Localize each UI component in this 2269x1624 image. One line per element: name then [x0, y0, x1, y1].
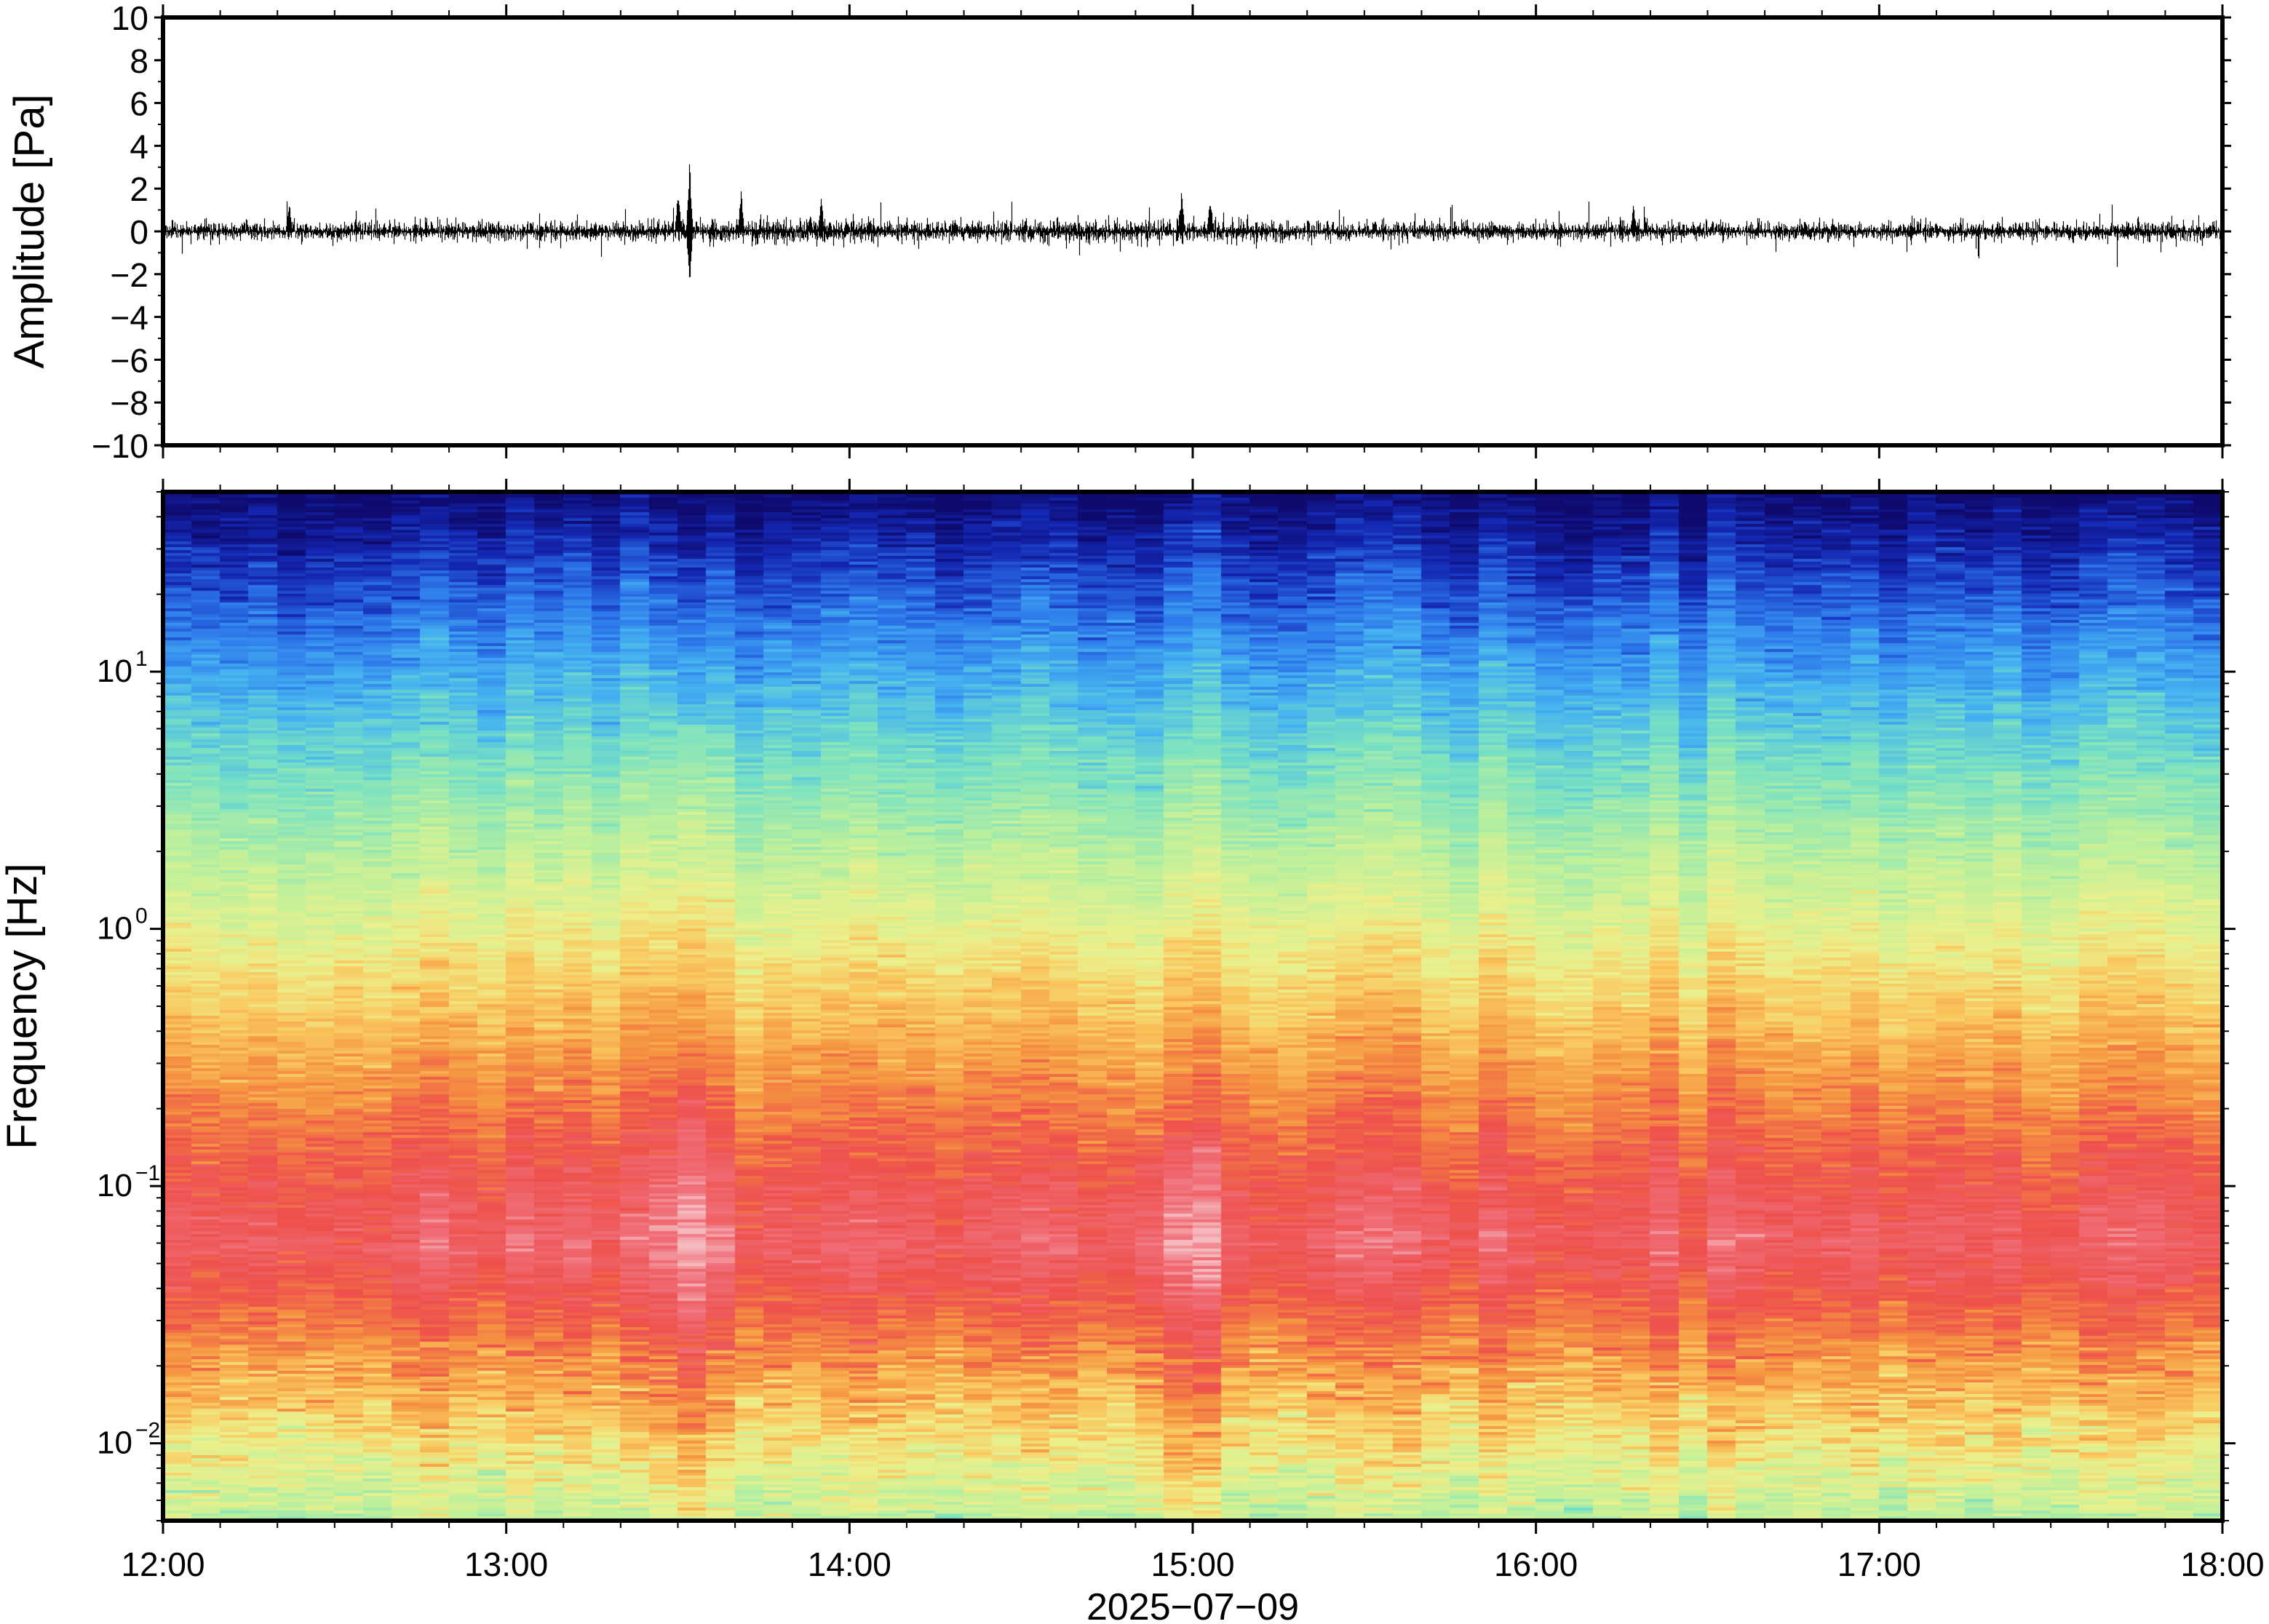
frequency-tick-exponent: −2 — [135, 1419, 160, 1443]
spectrogram-ylabel: Frequency [Hz] — [0, 863, 46, 1149]
time-axis-labels: 12:00 13:00 14:00 15:00 16:00 17:00 18:00 — [121, 4, 2265, 1583]
frequency-tick-label: 10 — [97, 911, 132, 947]
waveform-panel: 10 8 6 4 2 0 −2 −4 −6 −8 −10 Amplitude [Pa] — [6, 0, 2231, 465]
waveform-ytick-label: −8 — [111, 384, 148, 422]
waveform-ytick-label: −2 — [111, 256, 148, 294]
waveform-ytick-label: 6 — [130, 85, 148, 123]
spectrogram-image — [163, 492, 2222, 1521]
time-tick-label: 13:00 — [464, 1545, 548, 1583]
waveform-ytick-label: −4 — [111, 299, 148, 337]
frequency-tick-exponent: 1 — [135, 647, 148, 671]
frequency-tick-exponent: −1 — [135, 1161, 160, 1185]
waveform-ytick-label: 0 — [130, 213, 148, 251]
time-tick-label: 12:00 — [121, 1545, 204, 1583]
waveform-ylabel: Amplitude [Pa] — [6, 94, 53, 368]
waveform-ticks: 10 8 6 4 2 0 −2 −4 −6 −8 −10 — [92, 0, 2231, 465]
waveform-ytick-label: −6 — [111, 341, 148, 379]
time-tick-label: 15:00 — [1151, 1545, 1234, 1583]
waveform-ytick-label: 8 — [130, 42, 148, 80]
waveform-ytick-label: 10 — [111, 0, 148, 37]
spectrogram-raster — [163, 492, 2222, 1521]
waveform-ytick-label: 4 — [130, 127, 148, 165]
waveform-path — [163, 164, 2222, 278]
time-tick-label: 18:00 — [2180, 1545, 2264, 1583]
waveform-ytick-label: 2 — [130, 170, 148, 208]
frequency-tick-exponent: 0 — [135, 904, 148, 928]
frequency-tick-label: 10 — [97, 1425, 132, 1461]
waveform-trace — [163, 164, 2222, 278]
frequency-tick-label: 10 — [97, 653, 132, 689]
time-tick-label: 17:00 — [1837, 1545, 1921, 1583]
waveform-ytick-label: −10 — [92, 427, 148, 465]
frequency-tick-label: 10 — [97, 1168, 132, 1203]
time-tick-label: 14:00 — [808, 1545, 891, 1583]
date-label: 2025−07−09 — [1086, 1586, 1299, 1624]
time-tick-label: 16:00 — [1494, 1545, 1578, 1583]
